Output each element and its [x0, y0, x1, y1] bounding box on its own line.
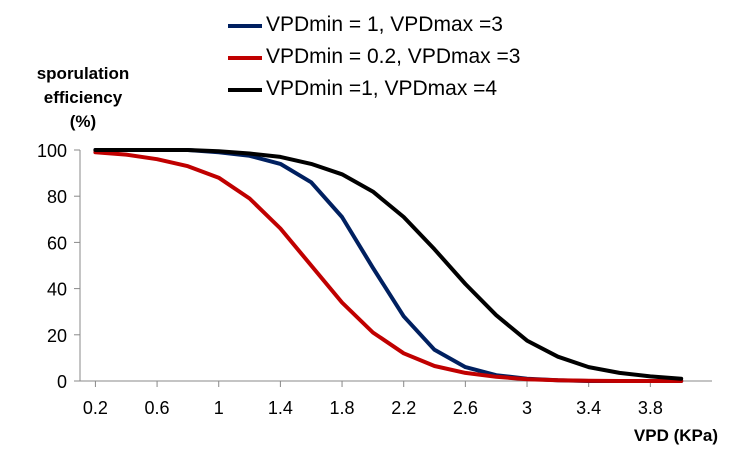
y-axis-label-line-2: efficiency	[43, 88, 123, 107]
x-ticks: 0.2 0.6 1 1.4 1.8 2.2 2.6 3 3.4 3.8	[83, 381, 663, 418]
x-tick-label: 1.4	[268, 398, 293, 418]
y-tick-label: 100	[37, 141, 67, 161]
y-tick-label: 60	[47, 233, 67, 253]
legend-swatch-3	[228, 88, 262, 92]
legend-swatch-2	[228, 56, 262, 60]
x-tick-label: 3.8	[638, 398, 663, 418]
x-tick-label: 2.2	[391, 398, 416, 418]
legend-swatch-1	[228, 24, 262, 28]
x-tick-label: 2.6	[453, 398, 478, 418]
x-tick-label: 1	[214, 398, 224, 418]
x-axis-label: VPD (KPa)	[634, 426, 718, 445]
x-tick-label: 3	[522, 398, 532, 418]
y-axis-label-line-3: (%)	[69, 112, 97, 131]
x-tick-label: 1.8	[330, 398, 355, 418]
x-tick-label: 0.2	[83, 398, 108, 418]
y-tick-label: 20	[47, 326, 67, 346]
series-line-1	[93, 148, 684, 383]
series-line-2	[93, 150, 684, 383]
y-axis-label-line-1: sporulation	[36, 64, 130, 83]
y-tick-label: 0	[57, 372, 67, 392]
legend-label-1: VPDmin = 1, VPDmax =3	[266, 13, 503, 36]
legend-label-2: VPDmin = 0.2, VPDmax =3	[266, 45, 521, 68]
y-tick-label: 80	[47, 187, 67, 207]
x-tick-label: 0.6	[145, 398, 170, 418]
y-axis-label: sporulation efficiency (%)	[18, 62, 148, 134]
legend-label-3: VPDmin =1, VPDmax =4	[266, 77, 498, 100]
series-line-3	[93, 148, 684, 381]
x-tick-label: 3.4	[576, 398, 601, 418]
series-lines	[93, 148, 684, 383]
y-tick-label: 40	[47, 280, 67, 300]
y-ticks: 0 20 40 60 80 100	[37, 141, 80, 392]
